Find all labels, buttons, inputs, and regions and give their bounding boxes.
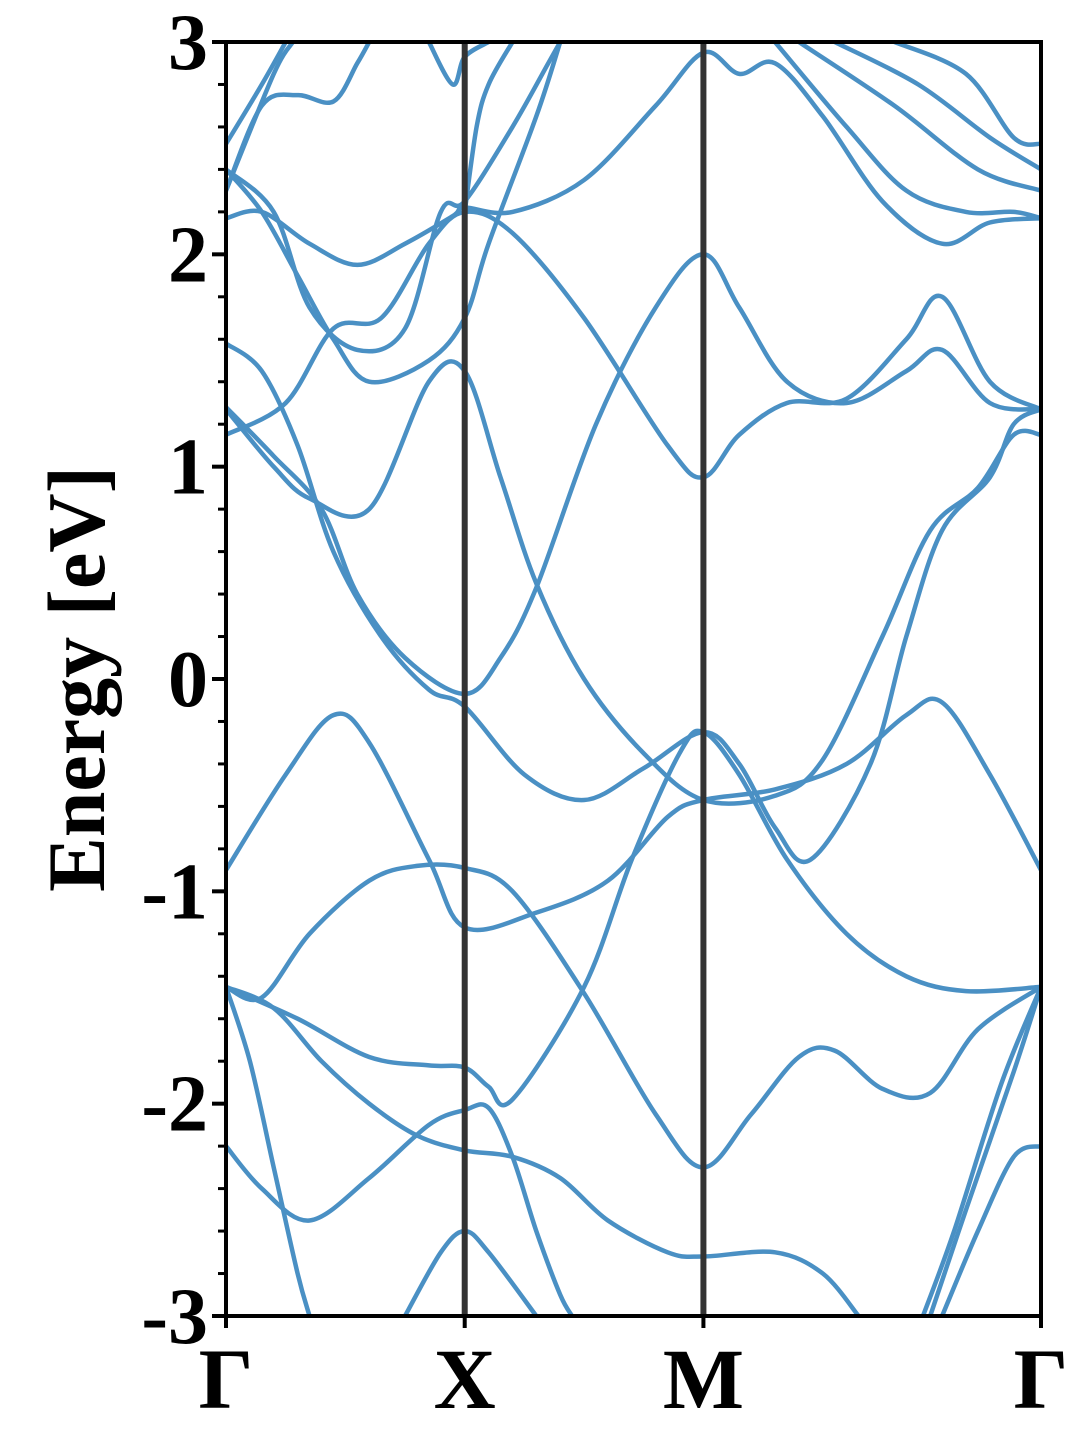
band-line-2 (226, 862, 1041, 1170)
band-line-9 (927, 984, 1041, 1316)
y-tick-label: 2 (168, 211, 208, 299)
band-line-21 (462, 42, 515, 215)
band-line-3 (226, 728, 1041, 1108)
x-tick-label: Γ (1014, 1331, 1069, 1427)
band-line-20 (226, 42, 296, 193)
band-line-14 (226, 209, 1041, 480)
band-line-1 (226, 696, 1041, 933)
band-line-19 (226, 42, 288, 147)
band-line-25 (832, 42, 1041, 172)
y-tick-label: 1 (168, 424, 208, 512)
band-line-26 (892, 42, 1041, 147)
band-line-17 (226, 42, 563, 354)
y-tick-label: -2 (141, 1061, 208, 1149)
band-line-18 (226, 42, 372, 193)
band-line-6 (226, 1102, 575, 1316)
band-line-4 (226, 984, 861, 1316)
bands-group (226, 42, 1041, 1316)
y-tick-label: -1 (141, 848, 208, 936)
band-line-15 (226, 49, 1041, 268)
band-line-5 (226, 984, 312, 1316)
band-line-8 (939, 1143, 1041, 1316)
band-line-12 (226, 341, 1041, 864)
high-symmetry-lines (461, 42, 707, 1316)
x-tick-label: Γ (199, 1331, 254, 1427)
band-line-16 (226, 42, 563, 385)
band-line-23 (772, 42, 1041, 221)
y-tick-label: 0 (168, 636, 208, 724)
band-line-24 (796, 42, 1041, 193)
band-line-7 (402, 1228, 539, 1316)
y-tick-label: 3 (168, 0, 208, 87)
x-tick-label: M (663, 1331, 744, 1427)
band-line-13 (226, 359, 1041, 806)
band-line-11 (226, 252, 1041, 697)
y-axis: 3 2 1 0 -1 -2 -3 (141, 0, 226, 1361)
band-line-10 (920, 984, 1041, 1316)
y-tick-label: -3 (141, 1273, 208, 1361)
y-axis-title: Energy [eV] (31, 466, 122, 892)
x-tick-label: X (434, 1331, 496, 1427)
band-line-22 (426, 42, 491, 87)
